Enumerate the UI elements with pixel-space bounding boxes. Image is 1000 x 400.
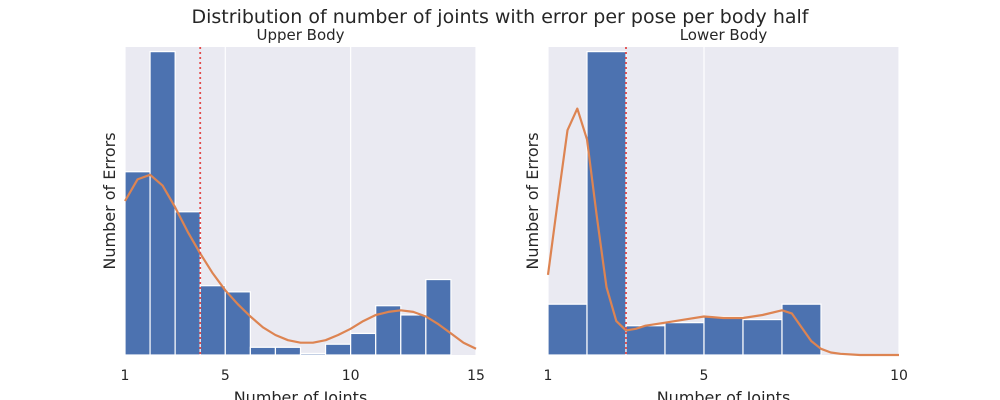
panel-title: Lower Body (680, 26, 768, 44)
histogram-bar (547, 303, 588, 356)
y-axis-label: Number of Errors (523, 132, 542, 269)
histogram-bar (324, 343, 352, 356)
histogram-bar (400, 314, 427, 356)
x-tick-label: 1 (121, 368, 130, 384)
panel-lower-body: Lower Body 1 5 10 Number of Joints Number of … (523, 26, 908, 400)
y-axis-label: Number of Errors (100, 132, 119, 269)
histogram-bar (586, 51, 627, 356)
histogram-bar (249, 346, 277, 356)
x-tick-label: 15 (467, 368, 485, 384)
histogram-bar (425, 278, 452, 356)
histogram-bar (174, 211, 201, 356)
kde-curve (124, 173, 477, 350)
x-tick-label: 5 (221, 368, 230, 384)
histogram-bar (199, 285, 226, 356)
x-axis-label: Number of Joints (234, 388, 368, 400)
histogram-bar (224, 291, 251, 356)
histogram-bar (124, 171, 151, 356)
histogram-bar (703, 315, 744, 356)
histogram-bar (350, 332, 377, 356)
kde-curve (546, 107, 899, 357)
x-tick-label: 5 (700, 368, 709, 384)
histogram-bar (299, 352, 327, 356)
x-tick-label: 10 (890, 368, 908, 384)
x-tick-label: 1 (544, 368, 553, 384)
histogram-bar (149, 51, 176, 356)
figure-title: Distribution of number of joints with er… (192, 6, 810, 28)
histogram-bar (664, 322, 705, 356)
histogram-bar (742, 318, 783, 356)
panel-title: Upper Body (256, 26, 344, 44)
histogram-bar (625, 325, 666, 356)
x-tick-label: 10 (342, 368, 360, 384)
histogram-bar (274, 346, 302, 356)
x-axis-label: Number of Joints (657, 388, 791, 400)
